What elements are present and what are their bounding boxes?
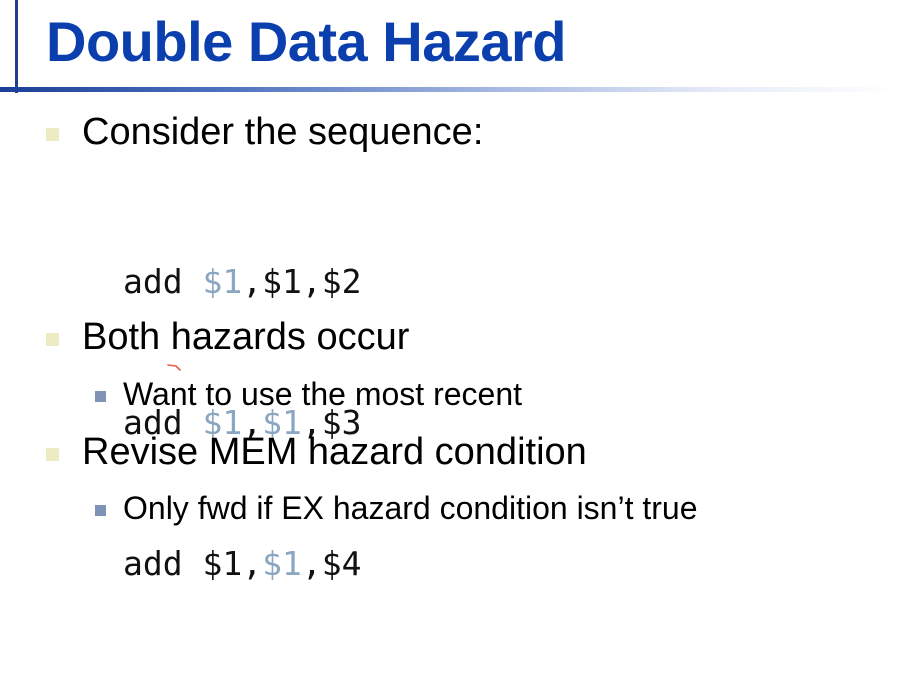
bullet-text: Revise MEM hazard condition	[82, 430, 587, 473]
code-line: add $1,$1,$2	[123, 262, 362, 301]
bullet-revise-mem: Revise MEM hazard condition	[46, 426, 587, 478]
bullet-both-hazards: Both hazards occur	[46, 311, 409, 363]
left-accent-rule	[15, 0, 18, 93]
register-rt: $4	[321, 544, 362, 583]
opcode: add	[123, 544, 183, 583]
bullet-square-icon	[46, 447, 59, 461]
sub-bullet-most-recent: Want to use the most recent	[95, 371, 522, 417]
bullet-consider: Consider the sequence:	[46, 106, 483, 158]
bullet-square-icon	[95, 504, 106, 516]
opcode: add	[123, 262, 183, 301]
code-block: add $1,$1,$2 add $1,$1,$3 add $1,$1,$4	[123, 164, 361, 681]
slide-title: Double Data Hazard	[46, 10, 567, 73]
register-rt: $2	[321, 262, 362, 301]
bullet-text: Consider the sequence:	[82, 110, 484, 153]
bullet-text: Both hazards occur	[82, 315, 410, 358]
sub-bullet-text: Only fwd if EX hazard condition isn’t tr…	[123, 489, 698, 526]
register-rd: $1	[202, 262, 243, 301]
register-rt: $3	[321, 403, 362, 442]
register-rs: $1	[262, 544, 302, 583]
sub-bullet-text: Want to use the most recent	[123, 375, 522, 412]
code-line: add $1,$1,$3	[123, 403, 362, 442]
register-rs: $1	[262, 262, 302, 301]
bullet-square-icon	[46, 127, 59, 141]
opcode: add	[123, 403, 183, 442]
register-rs: $1	[262, 403, 302, 442]
register-rd: $1	[202, 403, 243, 442]
bullet-square-icon	[46, 332, 59, 346]
bullet-square-icon	[95, 390, 106, 402]
title-underline-rule	[0, 87, 902, 92]
code-line: add $1,$1,$4	[123, 544, 362, 583]
sub-bullet-only-fwd: Only fwd if EX hazard condition isn’t tr…	[95, 485, 698, 531]
register-rd: $1	[202, 544, 243, 583]
